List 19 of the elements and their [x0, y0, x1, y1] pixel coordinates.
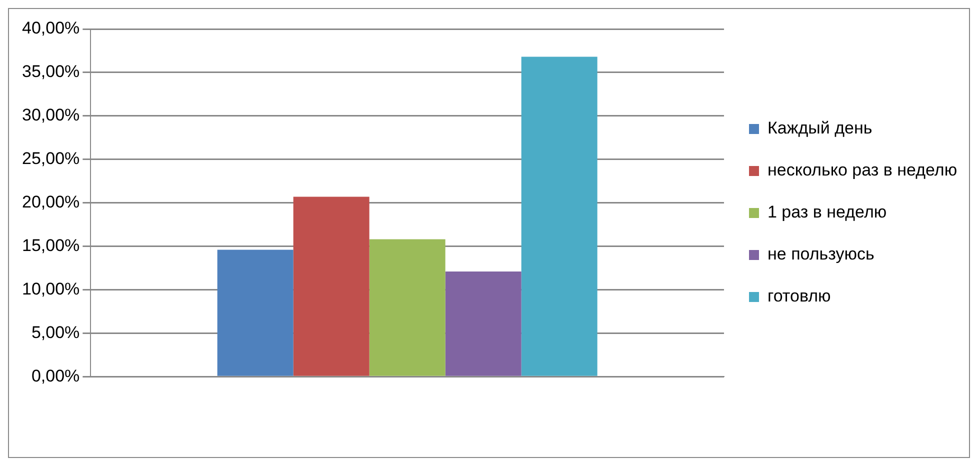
- y-tick-label: 15,00%: [22, 236, 80, 255]
- bar: [445, 271, 522, 376]
- bar: [369, 239, 446, 376]
- bar: [521, 56, 598, 376]
- legend-label: не пользуюсь: [768, 244, 874, 264]
- bar: [217, 250, 294, 376]
- y-tick-label: 10,00%: [22, 279, 80, 298]
- y-tick-label: 25,00%: [22, 149, 80, 168]
- y-tick-label: 30,00%: [22, 106, 80, 125]
- y-tick-label: 20,00%: [22, 192, 80, 212]
- y-tick-label: 35,00%: [22, 62, 80, 82]
- legend-label: готовлю: [768, 286, 832, 306]
- y-tick-label: 40,00%: [22, 18, 80, 38]
- bar: [293, 196, 370, 376]
- y-tick-label: 5,00%: [31, 322, 80, 342]
- legend-label: Каждый день: [768, 118, 872, 138]
- legend-label: несколько раз в неделю: [768, 160, 958, 180]
- y-tick-label: 0,00%: [31, 366, 80, 386]
- legend-label: 1 раз в неделю: [768, 202, 887, 222]
